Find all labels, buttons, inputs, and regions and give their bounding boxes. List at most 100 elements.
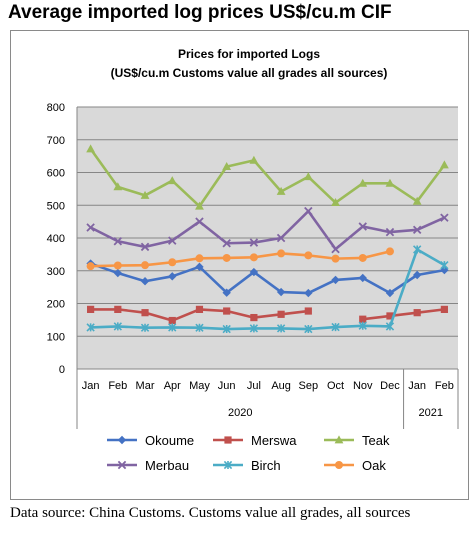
data-point-merbau-13: [440, 213, 449, 222]
data-source-note: Data source: China Customs. Customs valu…: [10, 505, 411, 521]
data-point-merswa-10: [359, 315, 367, 323]
data-point-teak-9: [331, 198, 340, 207]
series-line-merbau-0: [90, 209, 445, 251]
x-tick-label-8: Sep: [299, 380, 319, 392]
data-point-okoume-3: [168, 272, 177, 281]
data-point-okoume-1: [113, 268, 123, 278]
series-line-birch-0: [90, 248, 446, 331]
data-point-birch-10: [358, 321, 367, 330]
x-tick-label-2: Mar: [136, 380, 155, 392]
data-point-teak-5: [222, 162, 232, 171]
data-point-birch-8: [304, 324, 313, 334]
data-point-birch-5: [222, 324, 231, 334]
x-tick-label-7: Aug: [271, 380, 291, 392]
data-point-teak-8: [303, 172, 313, 181]
data-point-merbau-3: [168, 236, 177, 245]
data-point-okoume-5: [222, 288, 231, 297]
data-point-okoume-2: [140, 277, 150, 286]
data-point-merbau-5: [222, 239, 231, 248]
data-point-oak-9: [331, 254, 340, 263]
data-point-oak-10: [358, 253, 367, 262]
y-tick-label-300: 300: [47, 266, 65, 278]
data-point-birch-1: [113, 322, 122, 331]
data-point-oak-1: [113, 261, 122, 270]
data-point-merswa-2: [141, 309, 149, 317]
legend-marker-birch: [223, 460, 233, 470]
data-point-birch-12: [413, 245, 422, 254]
y-tick-label-800: 800: [47, 102, 65, 114]
data-point-teak-13: [439, 160, 449, 169]
data-point-merbau-10: [358, 222, 367, 231]
legend-label-oak: Oak: [362, 458, 386, 473]
data-point-teak-11: [385, 178, 395, 187]
data-point-merbau-0: [86, 223, 95, 232]
series-line-oak-0: [90, 250, 391, 268]
y-tick-label-400: 400: [47, 233, 65, 245]
series-line-teak-0: [89, 148, 446, 208]
data-point-merbau-11: [385, 227, 395, 237]
data-point-oak-6: [249, 253, 258, 262]
data-point-birch-13: [440, 261, 449, 270]
x-tick-label-5: Jun: [218, 380, 236, 392]
data-point-birch-0: [86, 323, 95, 332]
data-point-birch-4: [195, 323, 204, 332]
x-tick-label-4: May: [189, 380, 210, 392]
x-tick-label-10: Nov: [353, 380, 373, 392]
legend-marker-merbau: [117, 460, 127, 470]
data-point-birch-7: [276, 324, 286, 333]
line-chart: Prices for imported Logs (US$/cu.m Custom…: [47, 47, 459, 473]
chart-subtitle: (US$/cu.m Customs value all grades all s…: [111, 66, 388, 80]
data-point-merswa-3: [168, 316, 176, 325]
data-point-okoume-11: [385, 288, 395, 298]
data-point-okoume-6: [249, 267, 259, 277]
data-point-oak-4: [195, 254, 204, 263]
x-tick-label-0: Jan: [82, 380, 100, 392]
data-point-oak-7: [277, 249, 286, 258]
data-point-merbau-9: [331, 244, 340, 254]
legend-label-birch: Birch: [251, 458, 281, 473]
data-point-birch-3: [168, 323, 177, 332]
data-point-birch-6: [249, 324, 259, 333]
data-point-teak-7: [276, 186, 286, 195]
series-line-okoume-0: [90, 262, 445, 295]
data-point-merbau-6: [249, 238, 259, 247]
data-point-birch-9: [331, 322, 340, 332]
data-point-okoume-7: [276, 287, 286, 297]
data-point-teak-0: [86, 144, 96, 153]
data-point-merswa-7: [277, 310, 285, 318]
data-point-merswa-0: [87, 305, 95, 313]
data-point-birch-11: [385, 322, 395, 331]
data-point-okoume-4: [195, 262, 204, 272]
year-group-label-2020: 2020: [228, 407, 252, 419]
y-tick-label-0: 0: [59, 364, 65, 376]
y-tick-label-700: 700: [47, 135, 65, 147]
data-point-oak-11: [385, 247, 394, 256]
data-point-merbau-8: [304, 206, 313, 216]
chart-frame: Prices for imported Logs (US$/cu.m Custom…: [10, 30, 469, 500]
data-point-teak-6: [249, 155, 259, 164]
x-tick-label-6: Jul: [247, 380, 261, 392]
data-point-merswa-4: [195, 305, 204, 313]
data-point-merswa-13: [440, 305, 448, 313]
page-heading: Average imported log prices US$/cu.m CIF: [8, 2, 392, 23]
data-point-okoume-9: [331, 275, 340, 285]
data-point-merswa-11: [386, 312, 394, 320]
data-point-oak-5: [222, 253, 231, 262]
data-point-oak-8: [304, 251, 313, 260]
x-tick-label-3: Apr: [164, 380, 181, 392]
data-point-okoume-10: [358, 273, 367, 283]
data-point-birch-2: [140, 323, 150, 332]
legend-label-merbau: Merbau: [145, 458, 189, 473]
legend-label-teak: Teak: [362, 433, 390, 448]
x-tick-label-11: Dec: [380, 380, 400, 392]
data-point-oak-3: [168, 258, 177, 267]
data-point-merbau-2: [140, 242, 150, 252]
x-tick-label-12: Jan: [408, 380, 426, 392]
data-point-teak-10: [358, 178, 368, 187]
data-point-merswa-1: [114, 305, 122, 313]
chart-title: Prices for imported Logs: [178, 47, 320, 61]
legend-marker-okoume: [117, 435, 127, 445]
data-point-merswa-5: [223, 307, 231, 315]
data-point-merswa-6: [250, 313, 258, 322]
data-point-merswa-8: [304, 307, 312, 315]
